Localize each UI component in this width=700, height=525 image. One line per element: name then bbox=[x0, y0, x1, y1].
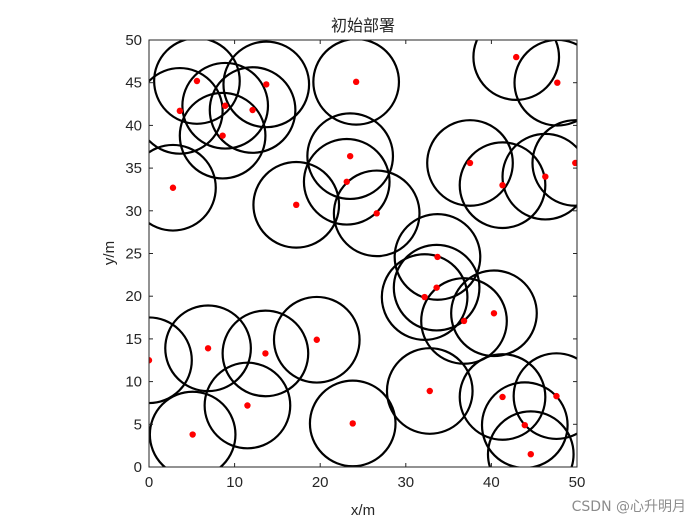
y-tick-label-0: 0 bbox=[134, 459, 142, 476]
sensor-point-1 bbox=[263, 81, 270, 88]
y-axis-label: y/m bbox=[101, 241, 118, 265]
coverage-circle-9 bbox=[149, 143, 217, 232]
coverage-circle-19 bbox=[392, 243, 481, 332]
coverage-circle-10 bbox=[252, 160, 341, 249]
sensor-point-23 bbox=[149, 357, 153, 364]
coverage-circle-6 bbox=[181, 61, 270, 150]
watermark: CSDN @心升明月 bbox=[571, 499, 686, 515]
coverage-circle-1 bbox=[222, 40, 311, 129]
x-tick-label-0: 0 bbox=[145, 474, 153, 491]
sensor-point-27 bbox=[244, 402, 251, 409]
sensor-point-5 bbox=[176, 107, 184, 115]
coverage-circle-14 bbox=[426, 119, 514, 207]
sensor-point-0 bbox=[193, 77, 201, 85]
sensor-point-10 bbox=[293, 201, 300, 209]
coverage-circle-29 bbox=[308, 379, 397, 467]
coverage-circle-15 bbox=[458, 141, 547, 230]
chart-title: 初始部署 bbox=[331, 16, 395, 35]
coverage-circle-17 bbox=[531, 119, 577, 207]
y-tick-label-4: 20 bbox=[125, 288, 142, 305]
sensor-point-8 bbox=[219, 132, 226, 139]
x-tick-label-3: 30 bbox=[397, 474, 414, 491]
sensor-point-33 bbox=[521, 421, 528, 429]
sensor-point-18 bbox=[434, 253, 441, 261]
sensor-point-26 bbox=[313, 336, 320, 343]
sensor-point-17 bbox=[572, 159, 577, 167]
sensor-point-12 bbox=[343, 178, 350, 185]
coverage-circle-3 bbox=[472, 40, 561, 101]
sensor-point-25 bbox=[262, 350, 269, 357]
coverage-circles bbox=[149, 40, 577, 467]
coverage-circle-30 bbox=[385, 347, 474, 435]
coverage-circle-28 bbox=[149, 390, 237, 467]
coverage-circle-5 bbox=[149, 66, 224, 155]
sensor-point-31 bbox=[499, 393, 506, 401]
sensor-point-29 bbox=[349, 420, 356, 427]
sensor-point-11 bbox=[346, 152, 354, 160]
y-tick-label-2: 10 bbox=[125, 374, 142, 391]
coverage-circle-0 bbox=[153, 40, 241, 125]
y-tick-label-8: 40 bbox=[125, 117, 142, 134]
x-tick-label-1: 10 bbox=[226, 474, 243, 491]
coverage-circle-27 bbox=[203, 361, 292, 450]
sensor-point-30 bbox=[426, 387, 433, 395]
sensor-point-22 bbox=[460, 317, 468, 325]
sensor-point-32 bbox=[553, 392, 560, 400]
sensor-point-28 bbox=[189, 431, 196, 438]
sensor-point-2 bbox=[352, 78, 360, 86]
sensor-point-13 bbox=[373, 210, 380, 217]
coverage-circle-33 bbox=[480, 381, 569, 467]
coverage-circle-8 bbox=[178, 91, 267, 180]
coverage-circle-23 bbox=[149, 316, 193, 405]
x-tick-label-4: 40 bbox=[483, 474, 500, 491]
sensor-point-6 bbox=[221, 102, 229, 109]
sensor-point-14 bbox=[466, 159, 474, 167]
axis-ticks: 0 10 20 30 40 50 0 5 10 15 20 25 30 35 40 45 50 bbox=[125, 32, 585, 491]
x-axis-label: x/m bbox=[351, 502, 375, 519]
sensor-point-20 bbox=[421, 293, 428, 301]
coverage-circle-18 bbox=[393, 213, 482, 301]
y-tick-label-10: 50 bbox=[125, 32, 142, 49]
x-tick-label-5: 50 bbox=[569, 474, 586, 491]
sensor-point-4 bbox=[554, 79, 561, 86]
sensor-point-7 bbox=[249, 106, 256, 114]
x-tick-label-2: 20 bbox=[312, 474, 329, 491]
y-tick-label-5: 25 bbox=[125, 246, 142, 263]
y-tick-label-9: 45 bbox=[125, 75, 142, 92]
sensor-point-9 bbox=[169, 184, 177, 191]
coverage-circle-13 bbox=[332, 169, 421, 258]
coverage-circle-2 bbox=[312, 40, 401, 126]
coverage-circle-4 bbox=[513, 40, 577, 127]
coverage-circle-32 bbox=[512, 352, 577, 441]
coverage-circle-7 bbox=[208, 66, 297, 154]
sensor-point-16 bbox=[542, 173, 549, 180]
sensor-point-3 bbox=[513, 53, 520, 61]
y-tick-label-3: 15 bbox=[125, 331, 142, 348]
coverage-circle-12 bbox=[302, 137, 391, 226]
coverage-circle-25 bbox=[221, 309, 310, 398]
coverage-circle-31 bbox=[458, 353, 547, 441]
y-tick-label-6: 30 bbox=[125, 203, 142, 220]
sensor-point-19 bbox=[433, 284, 440, 291]
y-tick-label-1: 5 bbox=[134, 416, 142, 433]
sensor-point-24 bbox=[204, 345, 212, 352]
sensor-point-21 bbox=[490, 310, 498, 317]
coverage-circle-11 bbox=[306, 112, 395, 201]
sensor-points bbox=[149, 53, 577, 458]
coverage-circle-34 bbox=[486, 410, 575, 467]
coverage-circle-26 bbox=[272, 295, 361, 384]
sensor-point-34 bbox=[527, 450, 534, 458]
y-tick-label-7: 35 bbox=[125, 160, 142, 177]
sensor-point-15 bbox=[499, 181, 506, 189]
